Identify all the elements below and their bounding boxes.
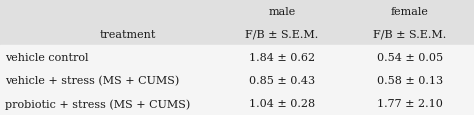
Bar [0,0,474,46]
Text: vehicle control: vehicle control [5,53,88,62]
Text: 0.85 ± 0.43: 0.85 ± 0.43 [249,76,315,85]
Text: 1.84 ± 0.62: 1.84 ± 0.62 [249,53,315,62]
Text: male: male [268,7,296,16]
Text: 0.54 ± 0.05: 0.54 ± 0.05 [377,53,443,62]
Text: F/B ± S.E.M.: F/B ± S.E.M. [246,30,319,39]
Text: probiotic + stress (MS + CUMS): probiotic + stress (MS + CUMS) [5,98,190,109]
Text: treatment: treatment [100,30,156,39]
Text: vehicle + stress (MS + CUMS): vehicle + stress (MS + CUMS) [5,75,179,86]
Text: 1.04 ± 0.28: 1.04 ± 0.28 [249,99,315,108]
Text: 1.77 ± 2.10: 1.77 ± 2.10 [377,99,443,108]
Text: 0.58 ± 0.13: 0.58 ± 0.13 [377,76,443,85]
Bar [0,46,474,115]
Text: F/B ± S.E.M.: F/B ± S.E.M. [374,30,447,39]
Text: female: female [391,7,429,16]
